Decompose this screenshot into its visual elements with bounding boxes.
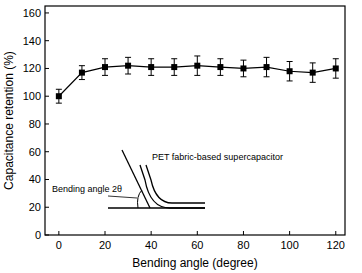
error-cap [125,74,131,75]
y-tick-label: 60 [29,146,41,158]
x-tick [335,231,336,235]
x-tick-label: 100 [280,239,298,251]
error-cap [56,103,62,104]
chart: 0 20 40 60 80 100 120 140 160 0 20 40 60 80 100 120 Bend… [0,0,362,273]
y-tick-label: 100 [23,90,41,102]
y-tick [45,123,49,124]
error-cap [148,58,154,59]
error-bar [333,59,339,78]
marker [194,63,200,69]
inset-device [140,165,205,208]
error-bar [194,56,200,75]
error-cap [194,75,200,76]
error-cap [194,55,200,56]
y-tick [45,235,49,236]
error-cap [240,60,246,61]
error-cap [333,58,339,59]
marker [102,64,108,70]
inset-pointer [108,196,137,198]
error-cap [287,80,293,81]
x-tick-label: 40 [145,239,157,251]
marker [148,64,154,70]
error-bar [148,59,154,76]
x-tick [58,231,59,235]
annotation: PET fabric-based supercapacitor [152,152,283,162]
x-tick [151,231,152,235]
y-tick [45,207,49,208]
marker [333,65,339,71]
error-cap [102,58,108,59]
x-tick [243,231,244,235]
error-cap [56,89,62,90]
error-cap [217,58,223,59]
error-bar [56,89,62,103]
error-cap [287,61,293,62]
error-bar [102,59,108,76]
error-cap [333,78,339,79]
y-tick-label: 0 [35,229,41,241]
error-bar [240,60,246,77]
y-tick [45,12,49,13]
x-tick-label: 20 [99,239,111,251]
error-cap [217,75,223,76]
error-bar [125,57,131,74]
x-tick-label: 120 [327,239,345,251]
error-bar [217,59,223,76]
error-cap [264,76,270,77]
x-tick-label: 0 [56,239,62,251]
y-tick [45,151,49,152]
y-tick [45,68,49,69]
error-cap [79,79,85,80]
x-tick [289,231,290,235]
inset-device [146,165,205,203]
x-tick-label: 60 [191,239,203,251]
error-cap [125,57,131,58]
y-tick-label: 120 [23,62,41,74]
error-cap [102,75,108,76]
marker [240,65,246,71]
y-axis-label: Capacitance retention (%) [2,51,16,190]
error-cap [79,65,85,66]
marker [264,64,270,70]
y-tick-label: 40 [29,173,41,185]
marker [310,70,316,76]
x-tick-label: 80 [237,239,249,251]
error-cap [264,57,270,58]
error-cap [148,75,154,76]
error-bar [264,57,270,76]
marker [217,64,223,70]
error-cap [310,82,316,83]
error-bar [79,66,85,80]
inset-arc [138,190,143,208]
x-tick [197,231,198,235]
y-tick-label: 80 [29,118,41,130]
marker [56,93,62,99]
error-bar [171,59,177,76]
error-bar [287,62,293,81]
marker [287,68,293,74]
error-cap [310,62,316,63]
y-tick-label: 140 [23,35,41,47]
error-cap [171,75,177,76]
plot-frame [45,6,345,235]
y-tick-label: 20 [29,201,41,213]
error-cap [171,58,177,59]
marker [125,63,131,69]
marker [79,70,85,76]
inset-angle-line [122,150,150,208]
error-cap [240,76,246,77]
y-tick [45,96,49,97]
error-bar [310,63,316,82]
y-tick [45,40,49,41]
x-tick [105,231,106,235]
y-tick [45,179,49,180]
plot-data [56,56,339,103]
x-axis-label: Bending angle (degree) [132,256,257,270]
y-tick-label: 160 [23,7,41,19]
annotation: Bending angle 2θ [52,184,122,194]
marker [171,64,177,70]
